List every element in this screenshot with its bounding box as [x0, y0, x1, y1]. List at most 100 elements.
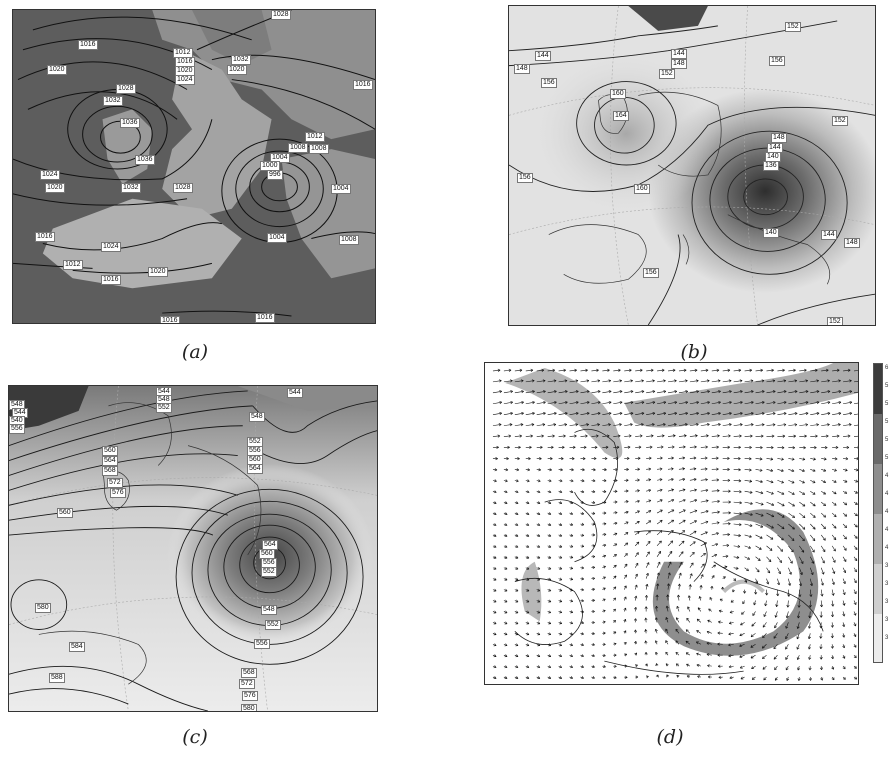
wind-arrow	[755, 545, 762, 550]
wind-arrow	[503, 469, 509, 471]
wind-arrow-head	[802, 503, 806, 507]
wind-arrow	[667, 401, 677, 405]
wind-arrow-head	[676, 674, 680, 678]
wind-arrow-head	[559, 523, 563, 526]
wind-arrow-head	[769, 548, 773, 551]
wind-arrow-head	[747, 557, 751, 560]
wind-arrow-head	[791, 457, 795, 461]
wind-arrow-head	[515, 479, 519, 483]
wind-arrow	[558, 545, 562, 548]
wind-arrow-head	[781, 446, 785, 450]
wind-arrow	[689, 380, 699, 383]
wind-arrow-head	[659, 530, 663, 534]
wind-arrow	[799, 391, 809, 394]
wind-arrow-head	[645, 583, 649, 587]
wind-arrow-head	[603, 543, 607, 547]
wind-arrow-head	[802, 538, 805, 542]
wind-arrow-head	[634, 606, 638, 610]
wind-arrow-head	[586, 379, 590, 383]
wind-arrow-head	[537, 588, 541, 592]
wind-arrow-head	[593, 456, 597, 461]
wind-arrow	[733, 424, 743, 426]
wind-arrow-head	[837, 423, 841, 427]
wind-arrow	[777, 556, 782, 563]
wind-arrow-head	[540, 445, 543, 449]
wind-arrow	[525, 412, 535, 415]
wind-arrow	[547, 369, 555, 372]
colorbar-tick: 4	[885, 491, 889, 497]
wind-arrow	[613, 435, 621, 437]
wind-arrow-head	[812, 503, 816, 507]
wind-arrow-head	[613, 653, 617, 657]
wind-arrow-head	[641, 412, 645, 416]
wind-arrow-head	[681, 540, 685, 544]
wind-arrow	[842, 622, 845, 627]
wind-arrow	[766, 458, 773, 460]
wind-arrow-head	[705, 520, 709, 524]
wind-arrow-head	[825, 368, 829, 372]
wind-arrow	[755, 369, 763, 372]
wind-arrow	[569, 512, 573, 515]
wind-arrow-head	[644, 606, 648, 609]
wind-arrow-head	[637, 467, 640, 471]
wind-arrow-head	[683, 445, 686, 449]
wind-arrow	[797, 666, 800, 671]
wind-arrow-head	[655, 605, 659, 609]
wind-arrow-head	[802, 457, 806, 461]
wind-arrow	[536, 401, 546, 405]
wind-arrow-head	[827, 390, 831, 394]
wind-arrow-head	[698, 596, 702, 599]
wind-arrow-head	[666, 583, 671, 587]
wind-arrow-head	[613, 564, 617, 568]
wind-arrow	[750, 654, 756, 659]
wind-arrow	[656, 540, 662, 547]
wind-arrow	[525, 479, 530, 482]
wind-arrow	[700, 531, 708, 536]
wind-arrow-head	[515, 643, 519, 647]
wind-arrow-head	[735, 566, 739, 570]
wind-arrow-head	[651, 423, 655, 427]
wind-arrow-head	[718, 390, 721, 394]
wind-arrow-head	[750, 655, 754, 659]
wind-arrow-head	[751, 666, 754, 669]
wind-arrow-head	[739, 423, 743, 427]
wind-arrow-head	[570, 610, 574, 614]
wind-arrow-head	[582, 468, 585, 472]
wind-arrow-head	[794, 390, 798, 394]
wind-arrow	[799, 380, 808, 383]
wind-arrow-head	[699, 585, 703, 588]
wind-arrow	[635, 391, 645, 394]
wind-arrow-head	[613, 620, 616, 623]
wind-arrow-head	[660, 456, 663, 460]
wind-arrow-head	[603, 565, 606, 569]
wind-arrow-head	[705, 499, 709, 503]
wind-arrow-head	[605, 445, 609, 449]
wind-arrow	[645, 510, 652, 514]
wind-arrow-head	[548, 643, 552, 647]
wind-arrow-head	[624, 574, 627, 578]
wind-arrow	[558, 435, 566, 437]
contour-label: 1016	[35, 232, 55, 242]
wind-arrow-head	[571, 457, 575, 461]
wind-arrow	[777, 545, 783, 552]
wind-arrow	[842, 523, 847, 528]
wind-arrow	[656, 583, 659, 590]
wind-arrow-head	[772, 400, 776, 405]
wind-arrow-head	[581, 544, 585, 548]
wind-arrow-head	[675, 628, 679, 632]
wind-arrow-head	[559, 577, 563, 581]
wind-arrow-head	[842, 624, 846, 628]
wind-arrow	[711, 522, 720, 525]
wind-arrow	[762, 622, 767, 628]
wind-arrow-head	[812, 480, 816, 484]
wind-arrow	[687, 606, 691, 612]
wind-arrow-head	[819, 667, 823, 670]
wind-arrow	[788, 545, 794, 553]
wind-arrow	[711, 412, 721, 415]
wind-arrow	[766, 512, 774, 517]
wind-arrow	[842, 556, 847, 562]
wind-arrow-head	[776, 593, 780, 597]
wind-arrow-head	[614, 511, 618, 515]
wind-arrow-head	[551, 445, 554, 449]
wind-arrow-head	[761, 400, 765, 405]
